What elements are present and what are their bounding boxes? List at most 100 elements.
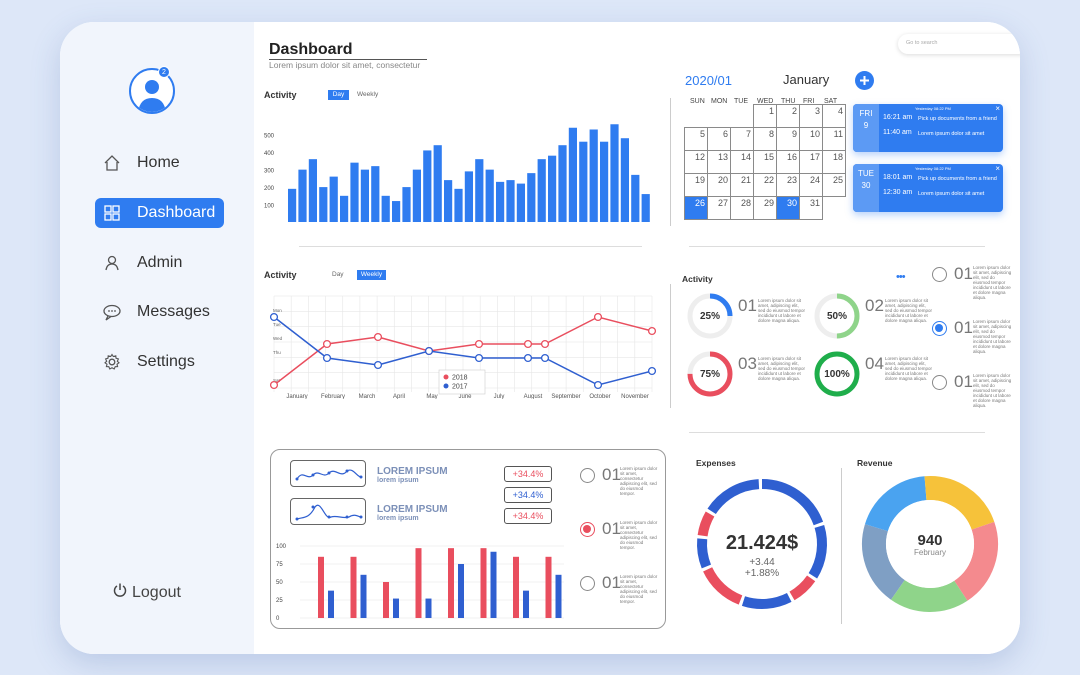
calendar-day[interactable]: 10 <box>799 127 823 151</box>
calendar-day[interactable]: 18 <box>822 150 846 174</box>
progress-arc <box>687 293 733 339</box>
calendar-day[interactable]: 19 <box>684 173 708 197</box>
sparkline-card[interactable] <box>290 498 366 525</box>
calendar-day[interactable]: 20 <box>707 173 731 197</box>
user-avatar-icon <box>138 80 166 112</box>
tab-weekly[interactable]: Weekly <box>357 91 379 98</box>
bar <box>392 201 401 222</box>
calendar-day[interactable]: 31 <box>799 196 823 220</box>
x-tick-label: February <box>321 394 345 399</box>
revenue-donut-chart <box>862 476 998 612</box>
logout-button[interactable]: Logout <box>112 582 181 603</box>
y-tick-label: 50 <box>276 580 283 586</box>
bar <box>475 159 484 222</box>
sidebar-item-home[interactable]: Home <box>95 148 223 178</box>
calendar-day[interactable]: 21 <box>730 173 754 197</box>
legend-label: 2018 <box>452 375 468 382</box>
search-placeholder: Go to search <box>906 40 938 46</box>
calendar-day[interactable]: 23 <box>776 173 800 197</box>
tab-day[interactable]: Day <box>328 90 349 100</box>
bar <box>600 141 609 222</box>
progress-arc <box>814 351 860 397</box>
data-point <box>647 326 657 336</box>
calendar-day[interactable]: 1 <box>753 104 777 128</box>
calendar-day[interactable]: 9 <box>776 127 800 151</box>
stat-description: Lorem ipsum dolor sit amet, adipiscing e… <box>885 356 933 381</box>
bar <box>423 150 432 222</box>
summary-title: LOREM IPSUM <box>377 466 448 477</box>
calendar-day[interactable]: 15 <box>753 150 777 174</box>
option-radio[interactable] <box>580 468 595 483</box>
legend-swatch <box>443 374 449 380</box>
add-event-button[interactable] <box>855 71 874 90</box>
option-radio[interactable] <box>932 375 947 390</box>
calendar-day[interactable]: 16 <box>776 150 800 174</box>
calendar-day[interactable]: 14 <box>730 150 754 174</box>
bar <box>527 173 536 222</box>
tab-day[interactable]: Day <box>332 271 344 278</box>
calendar-day[interactable]: 30 <box>776 196 800 220</box>
x-tick-label: May <box>426 394 437 399</box>
calendar-day[interactable]: 29 <box>753 196 777 220</box>
expenses-delta: +3.44 <box>749 557 775 568</box>
calendar-day[interactable]: 28 <box>730 196 754 220</box>
calendar-day[interactable]: 25 <box>822 173 846 197</box>
bar <box>458 564 464 618</box>
option-description: Lorem ipsum dolor sit amet, adipiscing e… <box>973 265 1012 300</box>
calendar-day[interactable]: 5 <box>684 127 708 151</box>
bar <box>340 195 349 222</box>
bar <box>523 590 529 618</box>
legend-label: 2017 <box>452 384 468 391</box>
calendar-day[interactable]: 2 <box>776 104 800 128</box>
revenue-title: Revenue <box>857 458 893 468</box>
stat-description: Lorem ipsum dolor sit amet, adipiscing e… <box>758 356 806 381</box>
data-point <box>373 332 383 342</box>
sidebar-item-messages[interactable]: Messages <box>95 297 223 327</box>
calendar-day[interactable]: 4 <box>822 104 846 128</box>
calendar-day[interactable]: 27 <box>707 196 731 220</box>
stat-number: 02 <box>865 296 884 315</box>
calendar-day[interactable]: 11 <box>822 127 846 151</box>
calendar-day[interactable]: 3 <box>799 104 823 128</box>
sidebar-item-admin[interactable]: Admin <box>95 248 223 278</box>
calendar-day[interactable]: 13 <box>707 150 731 174</box>
event-time: 18:01 am <box>883 174 913 181</box>
close-icon[interactable]: × <box>995 104 1000 113</box>
bar <box>381 195 390 222</box>
data-point <box>540 353 550 363</box>
event-card[interactable]: FRI 9 Yesterday 08:22 PM × 16:21 am Pick up d… <box>853 104 1003 152</box>
summary-subtitle: lorem ipsum <box>377 515 419 522</box>
more-icon[interactable]: ••• <box>896 271 906 283</box>
calendar-day[interactable]: 8 <box>753 127 777 151</box>
calendar-day[interactable]: 12 <box>684 150 708 174</box>
activity-stats-title: Activity <box>682 274 713 284</box>
bar <box>360 574 367 618</box>
event-day: FRI 9 <box>853 104 879 152</box>
calendar-day[interactable]: 26 <box>684 196 708 220</box>
sidebar-item-settings[interactable]: Settings <box>95 347 223 377</box>
option-radio[interactable] <box>580 576 595 591</box>
calendar-day[interactable]: 24 <box>799 173 823 197</box>
option-radio[interactable] <box>932 321 947 336</box>
sparkline-card[interactable] <box>290 460 366 487</box>
calendar-day[interactable]: 6 <box>707 127 731 151</box>
calendar-week: 26 27 28 29 30 31 <box>684 196 846 220</box>
calendar-day[interactable]: 17 <box>799 150 823 174</box>
event-date: 9 <box>863 121 869 130</box>
event-card[interactable]: TUE 30 Yesterday 08:22 PM × 18:01 am Pick up … <box>853 164 1003 212</box>
option-radio[interactable] <box>580 522 595 537</box>
calendar-day[interactable]: 7 <box>730 127 754 151</box>
data-point <box>373 360 383 370</box>
expenses-title: Expenses <box>696 458 736 468</box>
calendar-day[interactable]: 22 <box>753 173 777 197</box>
close-icon[interactable]: × <box>995 164 1000 173</box>
sidebar-item-label: Settings <box>137 353 195 370</box>
sidebar-item-dashboard[interactable]: Dashboard <box>95 198 224 228</box>
search-input[interactable]: Go to search <box>898 34 1020 54</box>
plus-icon <box>860 76 869 85</box>
y-tick-label: 75 <box>276 562 283 568</box>
event-time: 16:21 am <box>883 114 913 121</box>
option-radio[interactable] <box>932 267 947 282</box>
bar <box>641 194 650 222</box>
tab-weekly[interactable]: Weekly <box>357 270 386 280</box>
